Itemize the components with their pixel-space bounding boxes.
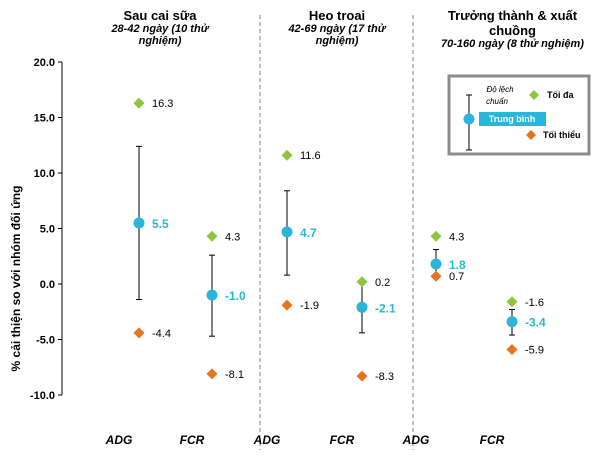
min-point	[430, 270, 442, 282]
panel-title-2: Heo troai 42-69 ngày (17 thử nghiệm)	[262, 8, 412, 47]
panel-title-1-sub: 28-42 ngày (10 thử nghiệm)	[111, 23, 209, 47]
panel-title-1-main: Sau cai sữa	[123, 8, 197, 23]
y-tick-label: 15.0	[34, 113, 55, 125]
min-label: -8.3	[375, 371, 394, 383]
legend-mean-marker	[463, 113, 475, 125]
legend-mean-label: Trung bình	[489, 114, 536, 124]
legend-mean-box	[479, 112, 546, 126]
y-tick-label: 0.0	[40, 279, 55, 291]
mean-label: -2.1	[375, 301, 396, 315]
legend: Độ lệch chuẩn Tối đa Trung bình Tối thiểu	[447, 74, 591, 156]
category-label: ADG	[105, 433, 133, 447]
max-point	[356, 276, 368, 288]
panel-title-2-main: Heo troai	[308, 8, 366, 23]
min-label: -5.9	[525, 344, 544, 356]
legend-min-label: Tối thiểu	[543, 130, 581, 140]
max-label: 0.2	[375, 277, 390, 289]
panel-title-1: Sau cai sữa 28-42 ngày (10 thử nghiệm)	[60, 8, 260, 47]
mean-point	[430, 258, 442, 270]
y-tick-label: 20.0	[34, 57, 55, 69]
category-label: FCR	[330, 433, 355, 447]
y-tick-label: -5.0	[36, 335, 55, 347]
category-label: FCR	[480, 433, 505, 447]
min-label: -1.9	[300, 300, 319, 312]
max-label: 16.3	[152, 98, 173, 110]
mean-point	[281, 226, 293, 238]
category-label: FCR	[180, 433, 205, 447]
max-label: -1.6	[525, 297, 544, 309]
min-point	[206, 368, 218, 380]
mean-label: 5.5	[152, 217, 169, 231]
legend-sd-label: Độ lệch	[486, 85, 514, 94]
legend-min-marker	[526, 130, 536, 140]
category-label: ADG	[253, 433, 281, 447]
max-point	[506, 296, 518, 308]
min-point	[133, 327, 145, 339]
panel-title-3: Trưởng thành & xuất chuồng 70-160 ngày (…	[430, 8, 595, 50]
min-point	[281, 299, 293, 311]
legend-max-marker	[529, 90, 539, 100]
max-point	[281, 149, 293, 161]
mean-label: -3.4	[525, 316, 546, 330]
min-point	[506, 343, 518, 355]
y-axis: 20.0 15.0 10.0 5.0 0.0 -5.0 -10.0 % cải thiện s…	[9, 57, 63, 402]
category-label: ADG	[402, 433, 430, 447]
y-tick-label: 5.0	[40, 224, 55, 236]
min-label: -4.4	[152, 328, 171, 340]
y-axis-title: % cải thiện so với nhóm đối ứng	[9, 186, 23, 372]
chart-marks: 16.3 -4.4 5.5 ADG 4.3 -8.1 -1.0 FCR 11.6 -1.9 4.7 A…	[105, 97, 546, 447]
mean-point	[133, 217, 145, 229]
min-label: 0.7	[449, 271, 464, 283]
y-tick-label: -10.0	[30, 390, 55, 402]
mean-point	[206, 289, 218, 301]
max-point	[206, 230, 218, 242]
mean-label: 1.8	[449, 258, 466, 272]
mean-label: 4.7	[300, 226, 317, 240]
mean-point	[356, 301, 368, 313]
max-label: 11.6	[300, 150, 321, 162]
panel-title-3-sub: 70-160 ngày (8 thử nghiệm)	[441, 38, 584, 50]
panel-title-3-main: Trưởng thành & xuất chuồng	[447, 8, 578, 38]
y-tick-label: 10.0	[34, 168, 55, 180]
legend-sd-label: chuẩn	[486, 97, 508, 106]
mean-label: -1.0	[225, 289, 246, 303]
panel-title-2-sub: 42-69 ngày (17 thử nghiệm)	[288, 23, 386, 47]
max-label: 4.3	[449, 231, 464, 243]
min-label: -8.1	[225, 369, 244, 381]
max-point	[133, 97, 145, 109]
panel-dividers	[259, 15, 414, 450]
min-point	[356, 370, 368, 382]
max-label: 4.3	[225, 231, 240, 243]
max-point	[430, 230, 442, 242]
legend-max-label: Tối đa	[547, 90, 574, 100]
mean-point	[506, 316, 518, 328]
